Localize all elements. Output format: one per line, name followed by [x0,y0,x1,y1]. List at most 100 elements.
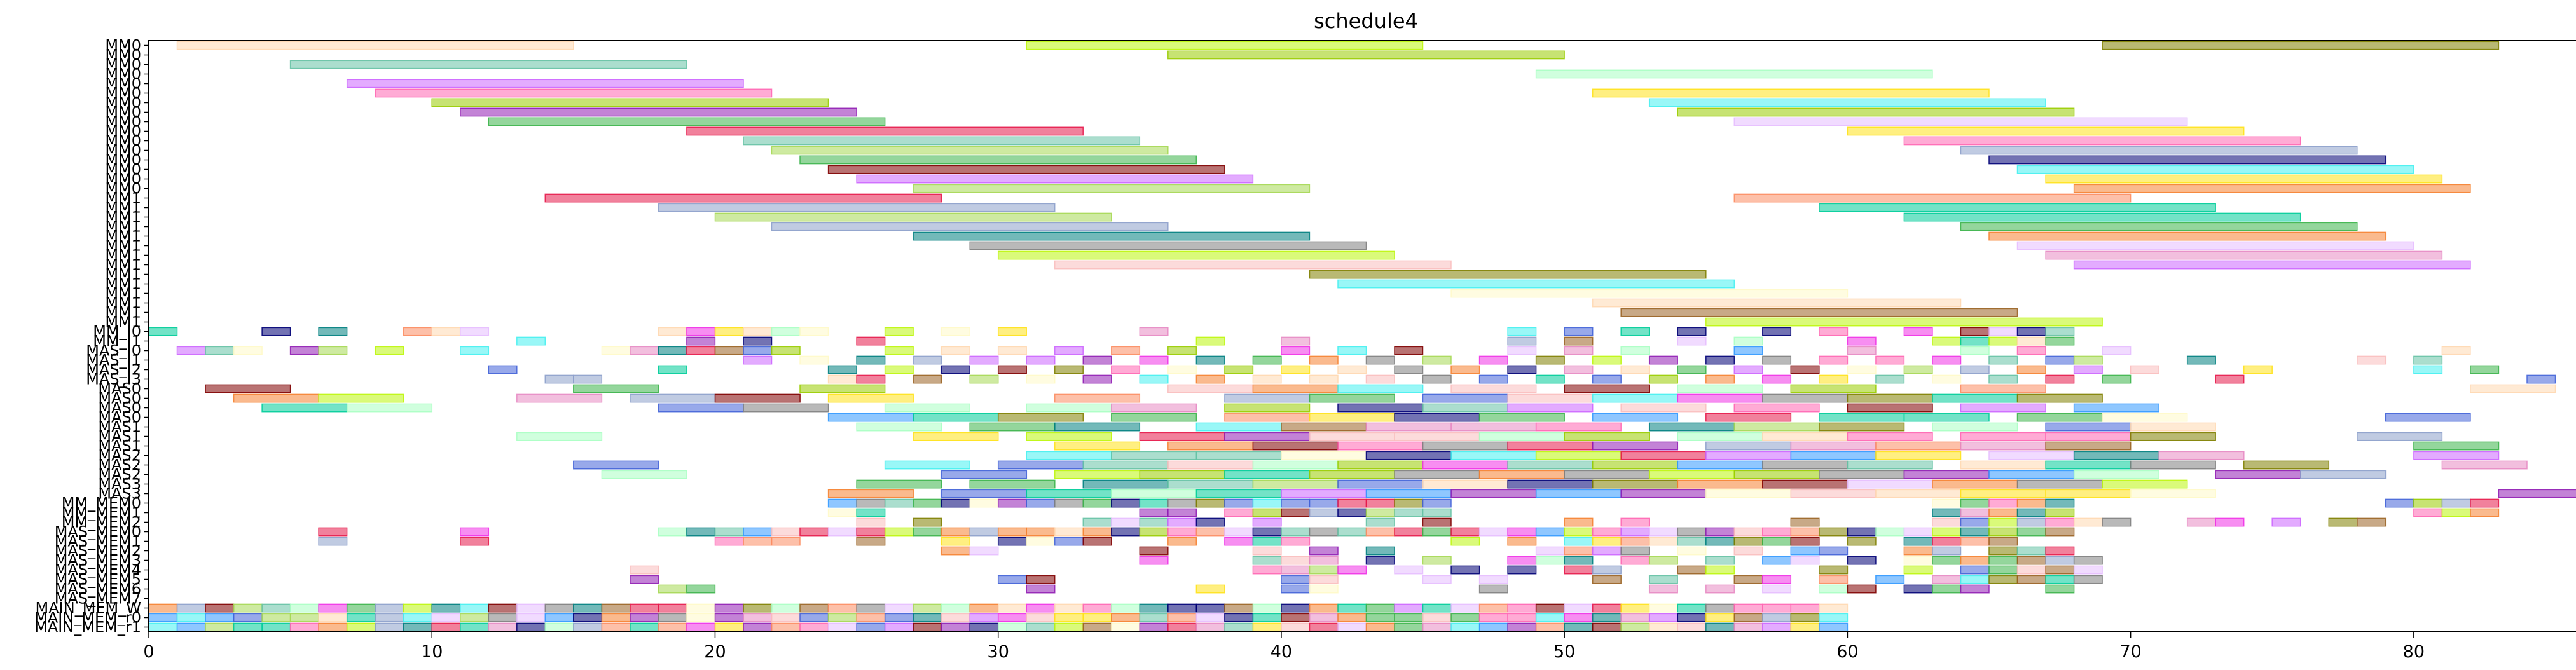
gantt-bar [1592,527,1622,537]
gantt-bar [1252,460,1339,470]
gantt-bar [1507,556,1537,565]
gantt-bar [1762,584,1792,594]
gantt-bar [1478,613,1508,622]
gantt-bar [1507,403,1594,413]
gantt-bar [261,603,291,613]
gantt-bar [884,403,970,413]
gantt-bar [1337,479,1424,489]
gantt-bar [1819,470,1905,479]
gantt-bar [1026,537,1056,546]
gantt-bar [997,498,1027,508]
gantt-bar [1648,584,1678,594]
gantt-bar [1252,546,1282,556]
gantt-bar [1139,508,1169,517]
gantt-bar [1932,508,1962,517]
gantt-bar [1705,413,1792,422]
gantt-bar [2045,432,2132,441]
gantt-bar [544,374,574,384]
gantt-bar [1422,498,1452,508]
gantt-bar [997,527,1027,537]
gantt-bar [1450,422,1537,432]
gantt-bar [1564,603,1594,613]
gantt-bar [1422,374,1452,384]
gantt-bar [658,365,687,374]
gantt-bar [375,622,404,632]
gantt-bar [2073,556,2103,565]
gantt-bar [969,241,1367,250]
gantt-bar [1677,546,1707,556]
gantt-bar [940,622,970,632]
gantt-bar [1960,584,1990,594]
y-tick-label: MM1 [105,266,141,284]
gantt-bar [1620,489,1707,498]
gantt-bar [1592,374,1622,384]
gantt-bar [2073,470,2159,479]
gantt-bar [1450,527,1480,537]
gantt-bar [2045,575,2075,584]
gantt-bar [1281,508,1311,517]
gantt-bar [940,527,970,537]
gantt-bar [1847,336,1877,346]
gantt-bar [1932,527,1962,537]
gantt-bar [1648,603,1678,613]
gantt-bar [658,327,687,336]
gantt-bar [431,603,461,613]
gantt-bar [856,603,886,613]
gantt-bar [1309,613,1339,622]
gantt-bar [630,603,659,613]
x-tick-label: 30 [988,642,1009,662]
gantt-bar [2470,498,2500,508]
gantt-bar [1705,565,1735,575]
gantt-bar [1620,327,1650,336]
gantt-bar [1365,527,1395,537]
gantt-bar [460,603,490,613]
gantt-bar [1309,508,1339,517]
gantt-bar [714,613,744,622]
y-tick-label: MAS_MEM1 [55,533,141,550]
gantt-bar [1932,556,1962,565]
gantt-bar [1054,527,1084,537]
gantt-bar [1309,565,1339,575]
gantt-bar [1960,575,1990,584]
y-tick-label: MM1 [105,294,141,312]
gantt-bar [261,613,291,622]
gantt-bar [205,384,291,393]
gantt-bar [1592,565,1622,575]
gantt-bar [1167,460,1254,470]
gantt-bar [1478,355,1508,365]
gantt-bar [1903,527,1933,537]
y-tick-label: MM1 [105,209,141,226]
gantt-bar [460,537,490,546]
gantt-bar [1847,403,1933,413]
gantt-bar [1422,403,1508,413]
gantt-bar [1903,584,1933,594]
gantt-bar [1875,489,1962,498]
y-tick-label: MM_MEM0 [62,495,141,512]
gantt-bar [1790,365,1820,374]
gantt-bar [856,498,886,508]
gantt-bar [148,603,178,613]
gantt-bar [1677,622,1707,632]
gantt-bar [1932,517,1962,527]
gantt-bar [2045,441,2132,451]
gantt-bar [1819,327,1849,336]
gantt-bar [1450,489,1537,498]
gantt-bar [2073,575,2103,584]
gantt-bar [1167,527,1197,537]
gantt-bar [827,527,857,537]
gantt-bar [289,622,319,632]
gantt-bar [2016,393,2103,403]
gantt-bar [1394,508,1424,517]
gantt-bar [856,517,886,527]
gantt-bar [1026,622,1056,632]
gantt-bar [1252,622,1282,632]
gantt-bar [714,527,744,537]
gantt-bar [969,422,1056,432]
gantt-bar [1847,584,1877,594]
gantt-bar [176,346,206,355]
gantt-bar [1195,374,1225,384]
gantt-bar [1932,498,1962,508]
gantt-bar [573,384,659,393]
gantt-bar [318,527,348,537]
gantt-bar [1932,374,1962,384]
